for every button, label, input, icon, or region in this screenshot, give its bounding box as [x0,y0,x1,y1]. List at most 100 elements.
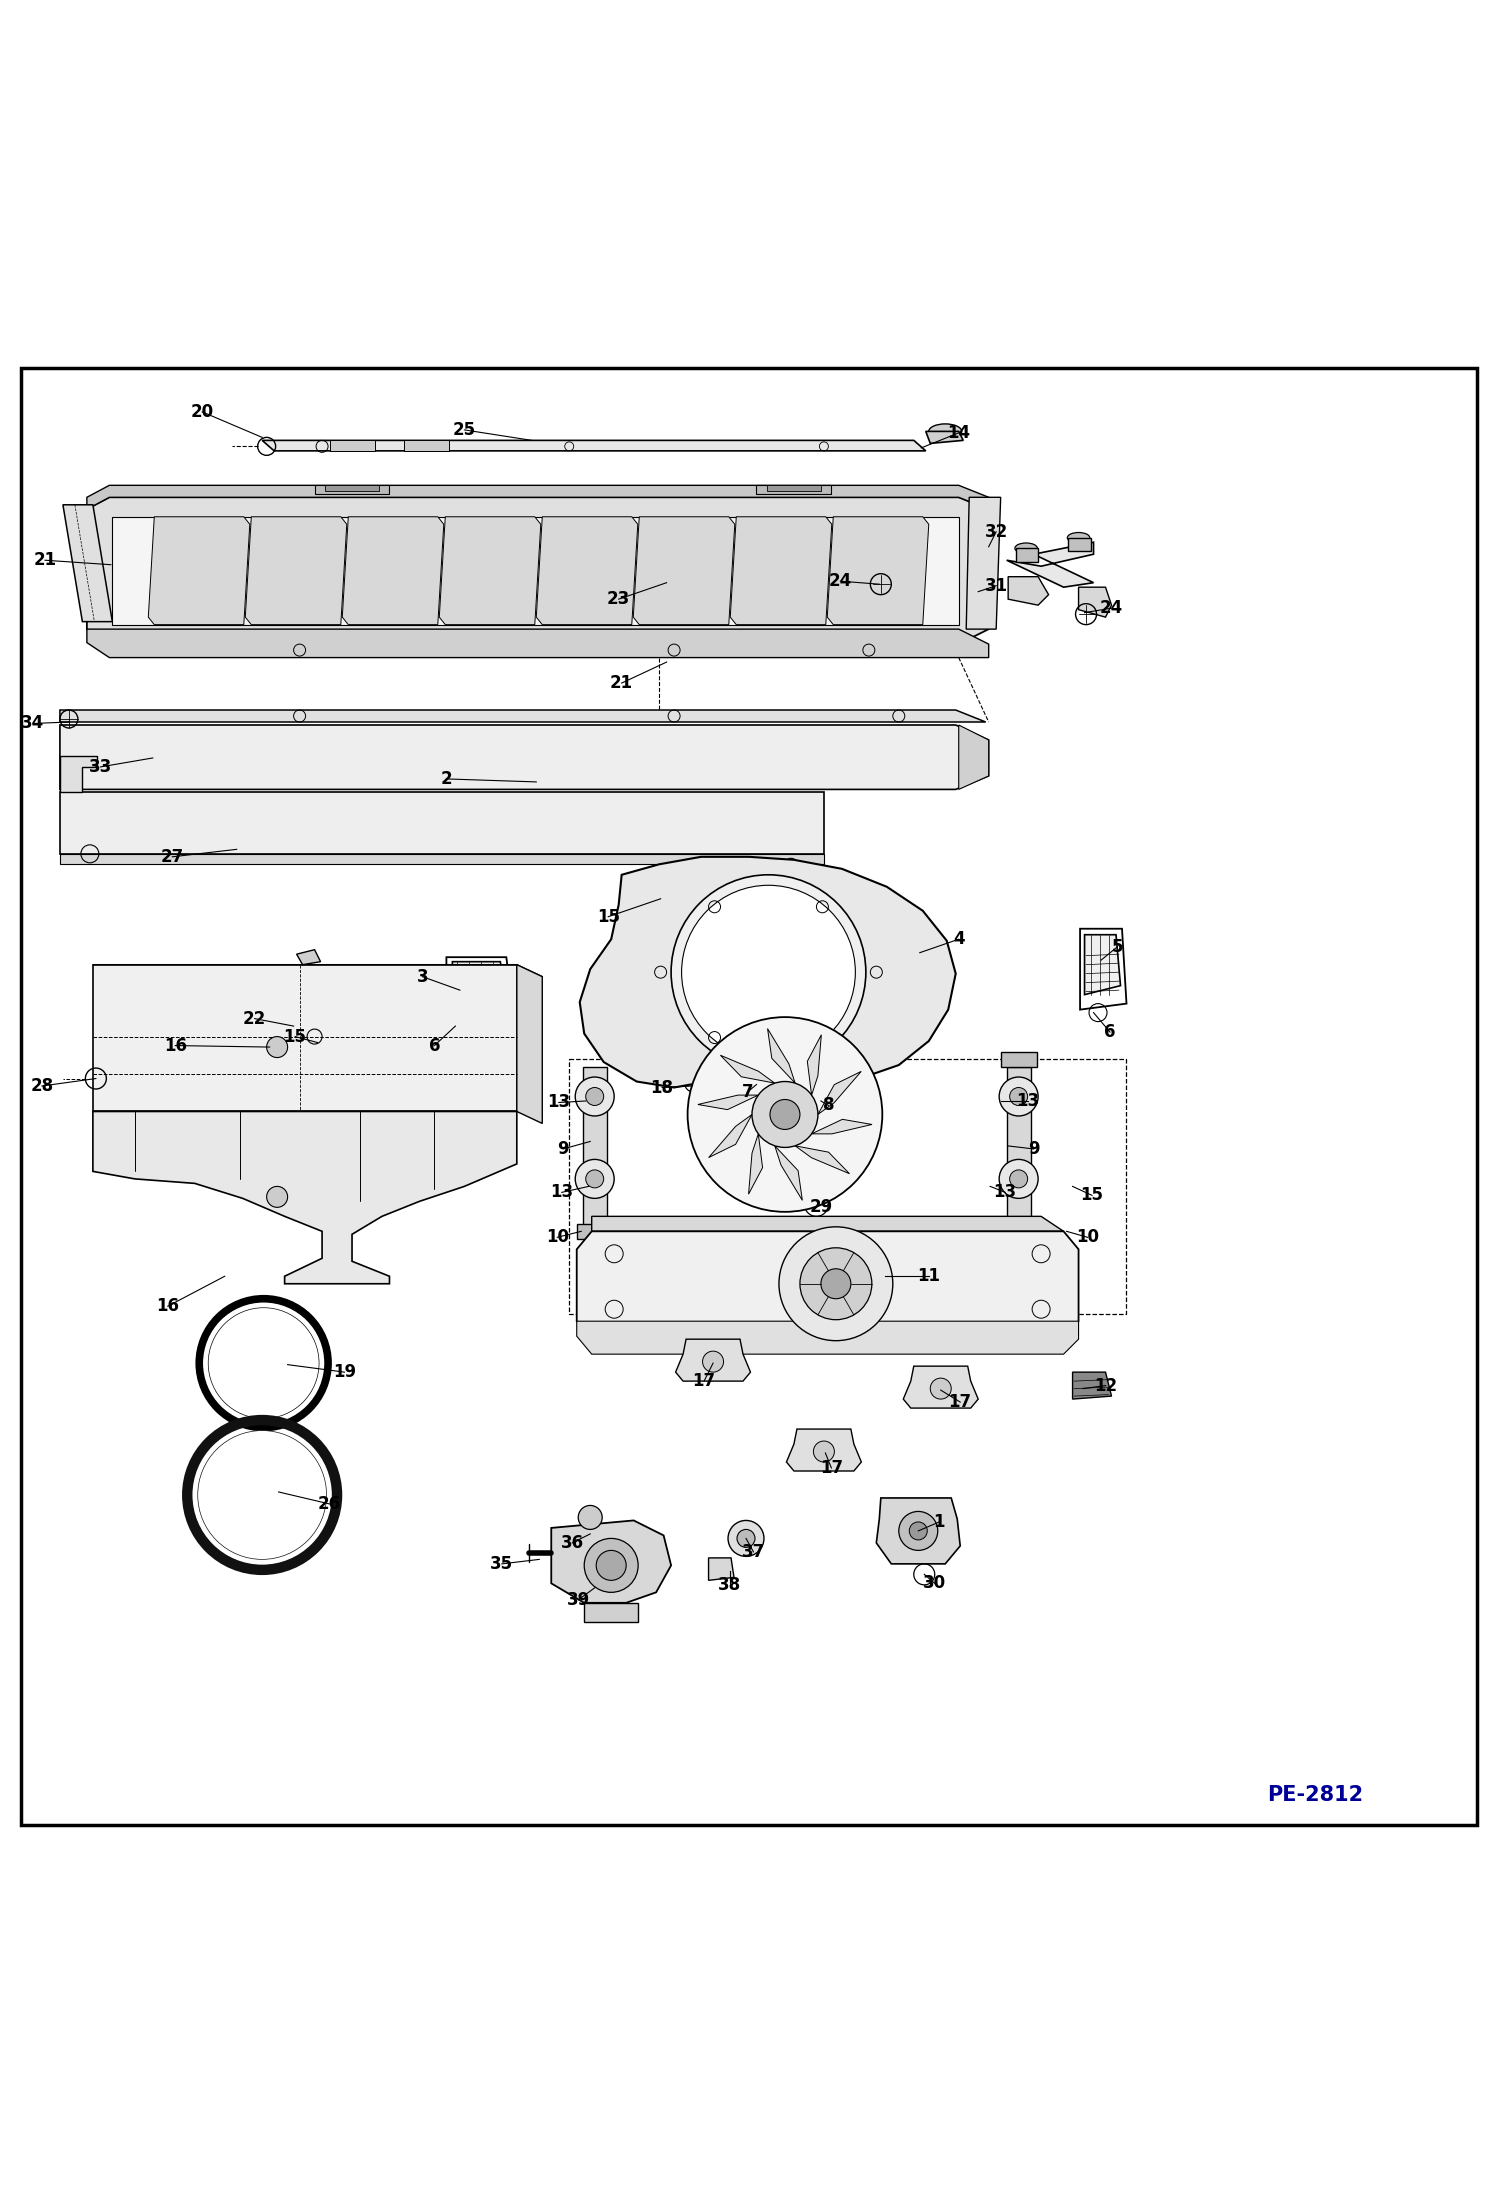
Text: 6: 6 [1104,1024,1116,1042]
Polygon shape [1085,934,1121,996]
Circle shape [752,1081,818,1147]
Polygon shape [634,518,736,625]
Polygon shape [1068,537,1091,550]
Circle shape [586,1169,604,1189]
Polygon shape [1079,588,1112,616]
Text: 6: 6 [428,1037,440,1055]
Text: 37: 37 [742,1544,765,1561]
Polygon shape [439,518,541,625]
Polygon shape [1001,1053,1037,1066]
Text: 13: 13 [550,1184,574,1202]
Polygon shape [767,1029,795,1083]
Polygon shape [342,518,443,625]
Polygon shape [926,432,963,443]
Circle shape [737,1529,755,1548]
Text: 19: 19 [333,1364,357,1382]
Circle shape [208,1307,319,1419]
Polygon shape [452,963,505,1000]
Circle shape [584,1539,638,1592]
Text: 9: 9 [557,1140,569,1158]
Circle shape [671,875,866,1070]
Circle shape [1010,1088,1028,1105]
Polygon shape [536,518,638,625]
Polygon shape [60,711,986,721]
Polygon shape [87,498,989,645]
Polygon shape [60,853,824,864]
Polygon shape [756,485,831,493]
Text: 12: 12 [1094,1377,1118,1395]
Circle shape [575,1160,614,1197]
Text: 25: 25 [452,421,476,439]
Polygon shape [404,441,449,452]
Polygon shape [592,1217,1064,1230]
Polygon shape [876,1498,960,1564]
Text: 14: 14 [947,423,971,441]
Polygon shape [517,965,542,1123]
Text: 3: 3 [416,967,428,985]
Polygon shape [60,792,824,853]
Polygon shape [60,757,97,792]
Text: PE-2812: PE-2812 [1267,1785,1363,1805]
Polygon shape [709,1114,752,1158]
Polygon shape [93,965,542,976]
Text: 22: 22 [243,1009,267,1029]
Ellipse shape [1016,544,1037,553]
Polygon shape [112,518,959,625]
Circle shape [586,1088,604,1105]
Polygon shape [262,441,926,452]
Ellipse shape [1067,533,1089,544]
Text: 17: 17 [948,1393,972,1410]
Polygon shape [93,965,517,1112]
Text: 26: 26 [318,1496,342,1513]
Polygon shape [246,518,348,625]
Text: 31: 31 [984,577,1008,594]
Circle shape [682,886,855,1059]
Circle shape [267,1037,288,1057]
Polygon shape [795,1145,849,1173]
Polygon shape [87,629,989,658]
Text: 15: 15 [283,1029,307,1046]
Polygon shape [325,485,379,491]
Polygon shape [1007,1066,1031,1230]
Polygon shape [786,1430,861,1472]
Polygon shape [148,518,250,625]
Circle shape [909,1522,927,1539]
Text: 17: 17 [692,1373,716,1390]
Circle shape [688,1018,882,1213]
Polygon shape [709,1557,734,1581]
Polygon shape [584,1603,638,1623]
Polygon shape [767,485,821,491]
Circle shape [728,1520,764,1557]
Polygon shape [903,1366,978,1408]
Circle shape [1010,1169,1028,1189]
Polygon shape [818,1072,861,1114]
Polygon shape [93,1112,517,1283]
Text: 21: 21 [33,550,57,570]
Text: 39: 39 [566,1590,590,1610]
Circle shape [800,1248,872,1320]
Text: 32: 32 [984,522,1008,542]
Text: 35: 35 [490,1555,514,1572]
Polygon shape [774,1145,803,1200]
Polygon shape [1008,577,1049,605]
Polygon shape [551,1520,671,1603]
Text: 20: 20 [190,404,214,421]
Polygon shape [330,441,374,452]
Text: 29: 29 [809,1197,833,1217]
Polygon shape [577,1224,613,1239]
Circle shape [813,1441,834,1463]
Polygon shape [959,726,989,789]
Text: 16: 16 [156,1298,180,1316]
Polygon shape [827,518,929,625]
Text: 15: 15 [1080,1186,1104,1204]
Polygon shape [1001,1224,1037,1239]
Polygon shape [577,1230,1079,1340]
Text: 36: 36 [560,1533,584,1553]
Circle shape [596,1550,626,1581]
Text: 34: 34 [21,715,45,732]
Text: 30: 30 [923,1575,947,1592]
Polygon shape [577,1320,1079,1353]
Text: 21: 21 [610,673,634,693]
Polygon shape [721,1055,774,1083]
Polygon shape [1073,1373,1112,1399]
